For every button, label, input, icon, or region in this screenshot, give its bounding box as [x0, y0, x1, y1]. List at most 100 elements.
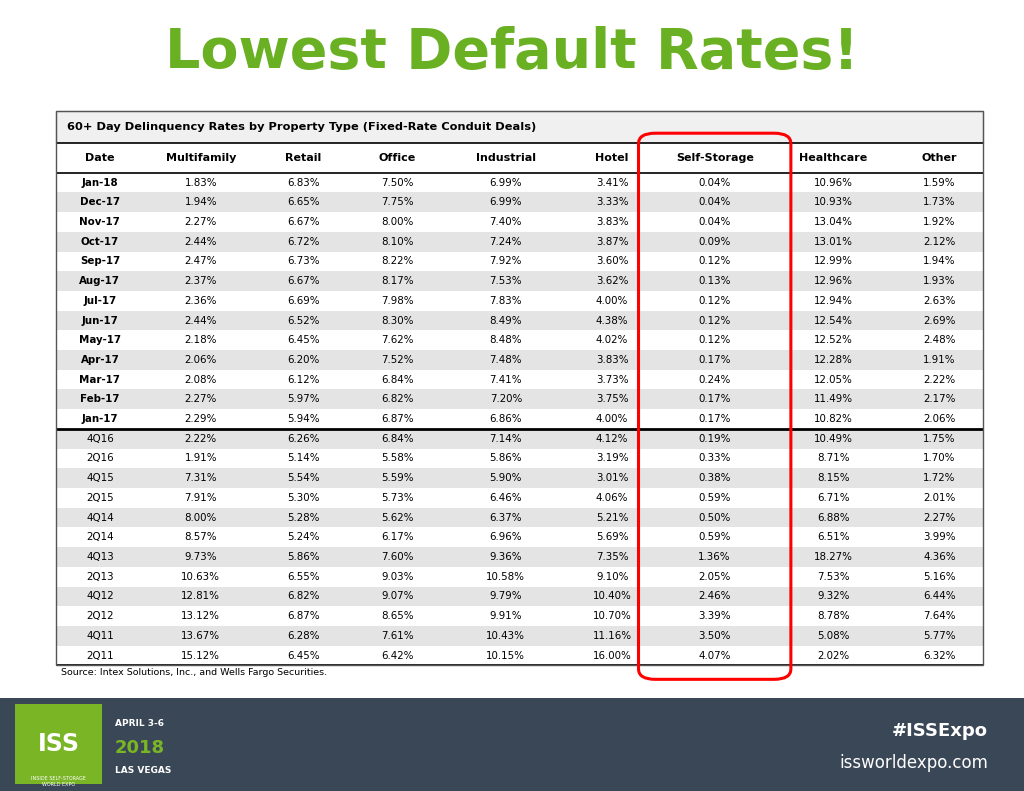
Text: 3.60%: 3.60%	[596, 256, 629, 267]
Text: 6.84%: 6.84%	[381, 433, 414, 444]
Bar	[56, 508, 983, 528]
Text: 2Q15: 2Q15	[86, 493, 114, 503]
Text: 8.65%: 8.65%	[381, 611, 414, 621]
Text: 2Q11: 2Q11	[86, 650, 114, 660]
Text: 8.00%: 8.00%	[184, 513, 217, 523]
Text: 6.42%: 6.42%	[381, 650, 414, 660]
Text: 1.83%: 1.83%	[184, 177, 217, 187]
Text: 1.94%: 1.94%	[924, 256, 955, 267]
Text: 6.12%: 6.12%	[287, 375, 319, 384]
Text: 8.78%: 8.78%	[817, 611, 850, 621]
Text: 2.22%: 2.22%	[184, 433, 217, 444]
Text: 4.00%: 4.00%	[596, 296, 629, 306]
Text: 11.49%: 11.49%	[814, 395, 853, 404]
Text: APRIL 3-6: APRIL 3-6	[115, 719, 164, 729]
Text: 2.46%: 2.46%	[698, 592, 731, 601]
Text: 7.62%: 7.62%	[381, 335, 414, 345]
Text: 13.01%: 13.01%	[814, 237, 853, 247]
Text: Sep-17: Sep-17	[80, 256, 120, 267]
Bar	[56, 172, 983, 192]
Bar	[56, 271, 983, 291]
Bar	[15, 704, 102, 785]
Text: Mar-17: Mar-17	[80, 375, 121, 384]
Text: INSIDE SELF-STORAGE
WORLD EXPO: INSIDE SELF-STORAGE WORLD EXPO	[32, 777, 86, 787]
Text: 2.48%: 2.48%	[924, 335, 955, 345]
Text: ISS: ISS	[38, 732, 80, 756]
Text: 5.21%: 5.21%	[596, 513, 629, 523]
Text: 7.98%: 7.98%	[381, 296, 414, 306]
Text: 0.24%: 0.24%	[698, 375, 731, 384]
Text: Hotel: Hotel	[595, 153, 629, 163]
Text: 6.67%: 6.67%	[287, 276, 319, 286]
Text: 7.83%: 7.83%	[489, 296, 522, 306]
Text: 0.33%: 0.33%	[698, 453, 731, 464]
Text: 8.10%: 8.10%	[381, 237, 414, 247]
Text: 16.00%: 16.00%	[593, 650, 632, 660]
Text: 2.27%: 2.27%	[924, 513, 955, 523]
Text: Multifamily: Multifamily	[166, 153, 237, 163]
Text: 0.50%: 0.50%	[698, 513, 731, 523]
Text: 3.99%: 3.99%	[924, 532, 955, 543]
Text: 3.73%: 3.73%	[596, 375, 629, 384]
Bar	[56, 232, 983, 252]
Text: 5.86%: 5.86%	[489, 453, 522, 464]
Text: 3.50%: 3.50%	[698, 631, 731, 641]
Text: 6.99%: 6.99%	[489, 177, 522, 187]
Text: 2.08%: 2.08%	[184, 375, 217, 384]
Text: 7.61%: 7.61%	[381, 631, 414, 641]
Text: 4.07%: 4.07%	[698, 650, 731, 660]
Text: 0.13%: 0.13%	[698, 276, 731, 286]
Bar	[56, 429, 983, 448]
Text: 0.38%: 0.38%	[698, 473, 731, 483]
Text: Self-Storage: Self-Storage	[676, 153, 754, 163]
Text: 6.86%: 6.86%	[489, 414, 522, 424]
Text: 7.31%: 7.31%	[184, 473, 217, 483]
Text: 7.14%: 7.14%	[489, 433, 522, 444]
Text: 6.20%: 6.20%	[287, 355, 319, 365]
Text: 8.48%: 8.48%	[489, 335, 522, 345]
Text: 18.27%: 18.27%	[814, 552, 853, 562]
Text: 6.72%: 6.72%	[287, 237, 319, 247]
Text: 9.91%: 9.91%	[489, 611, 522, 621]
Text: 8.15%: 8.15%	[817, 473, 850, 483]
Text: 5.73%: 5.73%	[381, 493, 414, 503]
Text: 3.83%: 3.83%	[596, 217, 629, 227]
Text: LAS VEGAS: LAS VEGAS	[115, 766, 171, 775]
Text: 0.19%: 0.19%	[698, 433, 731, 444]
Text: 6.73%: 6.73%	[287, 256, 319, 267]
Text: 5.90%: 5.90%	[489, 473, 522, 483]
Text: 6.84%: 6.84%	[381, 375, 414, 384]
Text: 2.63%: 2.63%	[924, 296, 955, 306]
Text: 0.12%: 0.12%	[698, 256, 731, 267]
Text: 1.72%: 1.72%	[924, 473, 955, 483]
Text: 4Q15: 4Q15	[86, 473, 114, 483]
Bar	[56, 488, 983, 508]
Text: 2.47%: 2.47%	[184, 256, 217, 267]
Text: 2.02%: 2.02%	[817, 650, 849, 660]
Text: 7.24%: 7.24%	[489, 237, 522, 247]
Text: 6.82%: 6.82%	[381, 395, 414, 404]
Text: 12.94%: 12.94%	[814, 296, 853, 306]
Text: 6.69%: 6.69%	[287, 296, 319, 306]
Text: 0.12%: 0.12%	[698, 296, 731, 306]
Bar	[56, 291, 983, 311]
Text: 7.40%: 7.40%	[489, 217, 522, 227]
Text: 7.64%: 7.64%	[924, 611, 955, 621]
Text: 7.75%: 7.75%	[381, 197, 414, 207]
Text: 4Q14: 4Q14	[86, 513, 114, 523]
Text: 1.75%: 1.75%	[924, 433, 955, 444]
Text: 4Q16: 4Q16	[86, 433, 114, 444]
Text: 5.62%: 5.62%	[381, 513, 414, 523]
Text: 4.38%: 4.38%	[596, 316, 629, 326]
Text: 12.52%: 12.52%	[814, 335, 853, 345]
Text: 6.55%: 6.55%	[287, 572, 319, 581]
Text: 2.17%: 2.17%	[924, 395, 955, 404]
Text: 5.59%: 5.59%	[381, 473, 414, 483]
Text: 2.27%: 2.27%	[184, 395, 217, 404]
Text: 4Q13: 4Q13	[86, 552, 114, 562]
Text: 0.04%: 0.04%	[698, 177, 731, 187]
Text: 7.53%: 7.53%	[489, 276, 522, 286]
Bar	[56, 567, 983, 587]
Text: 10.93%: 10.93%	[814, 197, 853, 207]
Text: 4.00%: 4.00%	[596, 414, 629, 424]
